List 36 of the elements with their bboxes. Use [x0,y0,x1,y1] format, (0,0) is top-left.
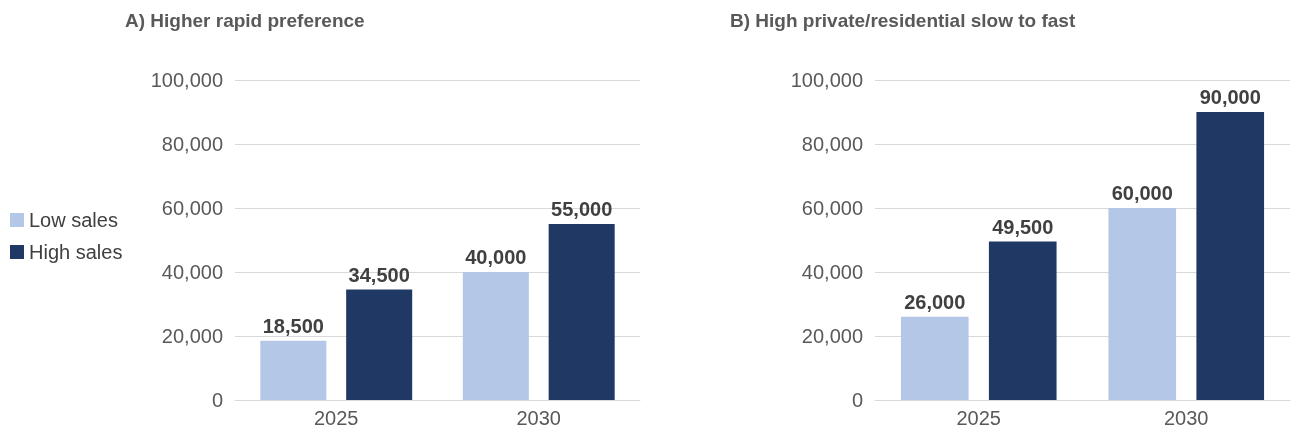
y-tick-label: 100,000 [150,69,223,91]
x-tick-label: 2025 [314,407,359,429]
data-label: 90,000 [1199,86,1261,108]
bar [346,289,413,400]
y-tick-label: 0 [211,389,223,411]
data-label: 40,000 [465,246,527,268]
bar [1196,112,1265,400]
chart-title: A) Higher rapid preference [125,10,365,31]
bar [988,241,1057,400]
y-tick-label: 40,000 [801,261,863,283]
y-tick-label: 0 [851,389,863,411]
data-label: 26,000 [904,290,966,313]
legend-label: Low sales [29,209,118,231]
bar [900,316,969,400]
bar [1108,208,1177,400]
y-tick-label: 80,000 [801,133,863,155]
x-tick-label: 2030 [516,407,561,429]
x-tick-label: 2025 [956,407,1001,429]
x-tick-label: 2030 [1164,407,1209,429]
bar [548,224,615,400]
y-tick-label: 40,000 [161,261,223,283]
bar [260,340,327,400]
data-label: 60,000 [1111,182,1173,204]
data-label: 55,000 [551,198,613,220]
y-tick-label: 20,000 [801,325,863,347]
chart-title: B) High private/residential slow to fast [730,10,1076,31]
data-label: 18,500 [262,314,324,337]
y-tick-label: 80,000 [161,133,223,155]
y-tick-label: 60,000 [161,197,223,219]
legend-label: High sales [29,241,123,263]
y-tick-label: 20,000 [161,325,223,347]
y-tick-label: 100,000 [790,69,863,91]
data-label: 34,500 [348,263,410,286]
bar [462,272,529,400]
y-tick-label: 60,000 [801,197,863,219]
data-label: 49,500 [992,215,1054,238]
